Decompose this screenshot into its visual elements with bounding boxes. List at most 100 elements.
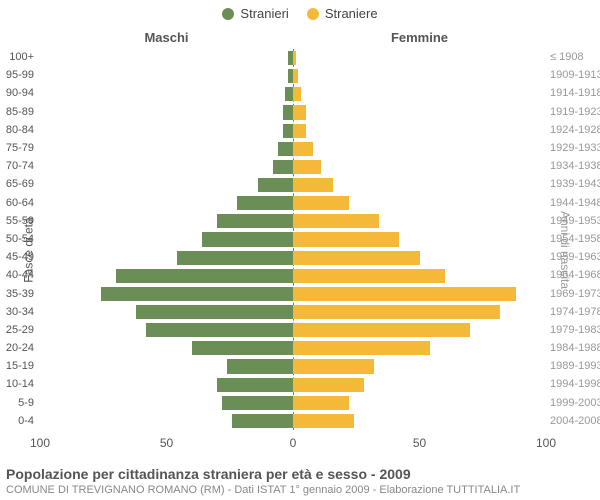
age-label: 90-94 <box>0 84 38 102</box>
bar-female <box>293 178 333 192</box>
bar-cell-male <box>40 267 293 285</box>
legend-swatch-male <box>222 8 234 20</box>
bar-female <box>293 269 445 283</box>
bar-cell-male <box>40 158 293 176</box>
x-tick-label: 0 <box>290 436 297 450</box>
year-label: ≤ 1908 <box>548 48 600 66</box>
bar-cell-female <box>293 140 546 158</box>
bar-cell-male <box>40 85 293 103</box>
bar-cell-female <box>293 49 546 67</box>
bar-cell-female <box>293 176 546 194</box>
year-label: 1934-1938 <box>548 157 600 175</box>
pyramid-row <box>40 394 546 412</box>
bar-male <box>177 251 293 265</box>
chart-footer: Popolazione per cittadinanza straniera p… <box>6 466 594 496</box>
bar-cell-male <box>40 339 293 357</box>
year-label: 1919-1923 <box>548 103 600 121</box>
age-label: 95-99 <box>0 66 38 84</box>
bar-cell-female <box>293 194 546 212</box>
bar-cell-male <box>40 376 293 394</box>
pyramid-row <box>40 140 546 158</box>
age-label: 20-24 <box>0 339 38 357</box>
legend-swatch-female <box>307 8 319 20</box>
bar-male <box>227 359 293 373</box>
column-title-female: Femmine <box>293 30 546 45</box>
bar-male <box>258 178 293 192</box>
age-label: 15-19 <box>0 357 38 375</box>
column-title-male: Maschi <box>40 30 293 45</box>
bar-female <box>293 287 516 301</box>
pyramid-row <box>40 122 546 140</box>
age-label: 25-29 <box>0 321 38 339</box>
bar-cell-male <box>40 230 293 248</box>
bar-female <box>293 323 470 337</box>
bar-cell-female <box>293 249 546 267</box>
bar-cell-female <box>293 412 546 430</box>
pyramid-row <box>40 85 546 103</box>
pyramid-row <box>40 194 546 212</box>
bar-cell-female <box>293 394 546 412</box>
bar-cell-male <box>40 140 293 158</box>
bar-female <box>293 251 420 265</box>
bar-cell-female <box>293 267 546 285</box>
pyramid-row <box>40 285 546 303</box>
pyramid-row <box>40 176 546 194</box>
bar-cell-male <box>40 176 293 194</box>
year-label: 1964-1968 <box>548 266 600 284</box>
bar-female <box>293 396 349 410</box>
legend-label-female: Straniere <box>325 6 378 21</box>
bar-cell-male <box>40 212 293 230</box>
pyramid-row <box>40 357 546 375</box>
legend-item-male: Stranieri <box>222 6 288 21</box>
age-label: 35-39 <box>0 284 38 302</box>
bar-female <box>293 341 430 355</box>
bar-male <box>283 105 293 119</box>
bar-cell-female <box>293 212 546 230</box>
bar-cell-male <box>40 194 293 212</box>
bar-male <box>283 124 293 138</box>
age-label: 5-9 <box>0 394 38 412</box>
bar-male <box>285 87 293 101</box>
year-label: 1924-1928 <box>548 121 600 139</box>
bar-male <box>136 305 293 319</box>
bar-male <box>217 378 293 392</box>
x-tick-label: 50 <box>160 436 173 450</box>
bar-female <box>293 378 364 392</box>
year-label: 1974-1978 <box>548 303 600 321</box>
pyramid-row <box>40 103 546 121</box>
bar-cell-male <box>40 357 293 375</box>
year-label: 1979-1983 <box>548 321 600 339</box>
plot-area: Maschi Femmine 10050050100 <box>40 30 546 430</box>
year-label: 1999-2003 <box>548 394 600 412</box>
bar-female <box>293 69 298 83</box>
year-label: 1954-1958 <box>548 230 600 248</box>
bar-male <box>237 196 293 210</box>
bar-female <box>293 142 313 156</box>
bar-cell-male <box>40 49 293 67</box>
column-titles: Maschi Femmine <box>40 30 546 45</box>
bar-cell-male <box>40 249 293 267</box>
legend-label-male: Stranieri <box>240 6 288 21</box>
bar-cell-female <box>293 303 546 321</box>
chart-rows <box>40 49 546 430</box>
year-label: 1944-1948 <box>548 194 600 212</box>
bar-male <box>278 142 293 156</box>
bar-male <box>232 414 293 428</box>
bar-cell-female <box>293 67 546 85</box>
year-label: 1914-1918 <box>548 84 600 102</box>
pyramid-row <box>40 339 546 357</box>
age-label: 70-74 <box>0 157 38 175</box>
x-tick-label: 100 <box>536 436 556 450</box>
pyramid-row <box>40 249 546 267</box>
pyramid-row <box>40 49 546 67</box>
age-label: 100+ <box>0 48 38 66</box>
year-label: 1984-1988 <box>548 339 600 357</box>
bar-cell-female <box>293 285 546 303</box>
year-label: 1994-1998 <box>548 375 600 393</box>
bar-cell-female <box>293 103 546 121</box>
age-label: 0-4 <box>0 412 38 430</box>
bar-cell-female <box>293 376 546 394</box>
bar-male <box>146 323 293 337</box>
pyramid-row <box>40 412 546 430</box>
pyramid-row <box>40 212 546 230</box>
